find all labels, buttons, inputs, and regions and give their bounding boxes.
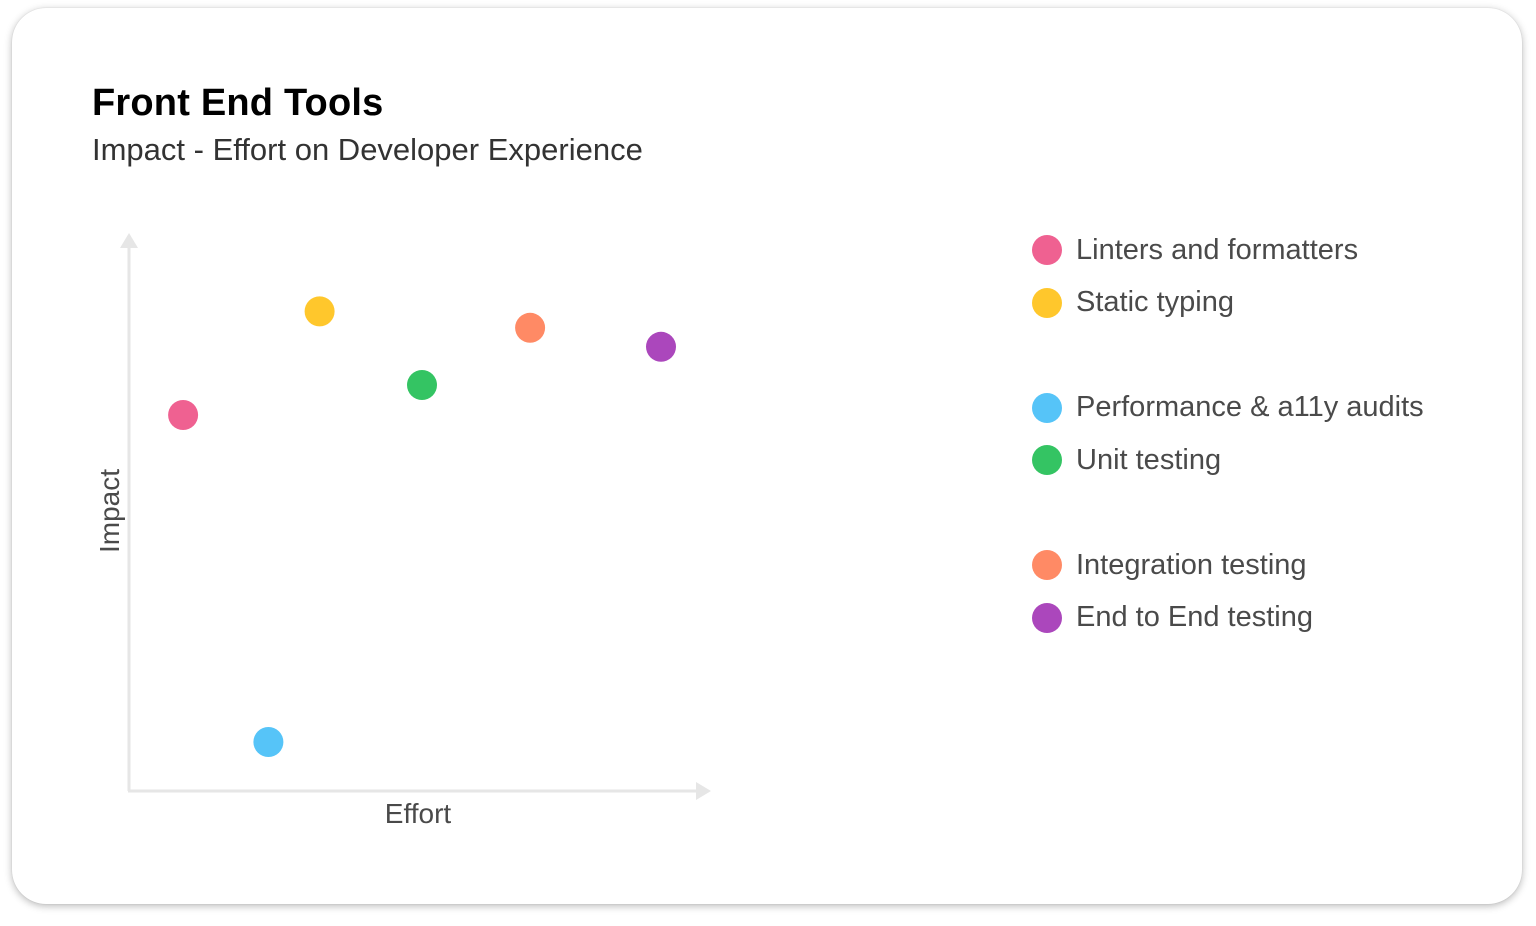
y-axis-label: Impact	[94, 469, 125, 553]
x-axis-label: Effort	[385, 798, 452, 829]
legend-label: Integration testing	[1076, 548, 1307, 581]
legend-dot	[1032, 287, 1062, 318]
legend-label: Unit testing	[1076, 443, 1222, 476]
data-point	[646, 331, 676, 362]
data-points	[168, 296, 676, 757]
legend-label: Linters and formatters	[1076, 233, 1359, 266]
legend-dot	[1032, 602, 1062, 633]
legend-label: Performance & a11y audits	[1076, 391, 1424, 423]
legend-dot	[1032, 235, 1062, 265]
legend-dot	[1032, 445, 1062, 475]
chart-subtitle: Impact - Effort on Developer Experience	[92, 132, 643, 167]
x-axis-arrowhead	[696, 782, 711, 800]
data-point	[407, 370, 437, 400]
legend-label: End to End testing	[1076, 601, 1313, 633]
scatter-plot: Effort Impact	[94, 233, 711, 829]
legend-item: Performance & a11y audits	[1032, 388, 1424, 428]
legend-dot	[1032, 392, 1062, 423]
chart-title: Front End Tools	[92, 82, 384, 124]
legend-item: Static typing	[1032, 283, 1234, 323]
chart-card: Front End Tools Impact - Effort on Devel…	[12, 8, 1522, 904]
legend-item: Linters and formatters	[1032, 230, 1358, 270]
data-point	[253, 727, 284, 757]
data-point	[168, 400, 199, 430]
legend-label: Static typing	[1076, 286, 1234, 318]
data-point	[304, 296, 335, 327]
data-point	[515, 312, 546, 343]
y-axis-arrowhead	[120, 233, 138, 248]
legend-item: Integration testing	[1032, 545, 1307, 585]
legend-item: End to End testing	[1032, 598, 1313, 638]
legend-item: Unit testing	[1032, 440, 1221, 480]
legend-dot	[1032, 550, 1062, 580]
